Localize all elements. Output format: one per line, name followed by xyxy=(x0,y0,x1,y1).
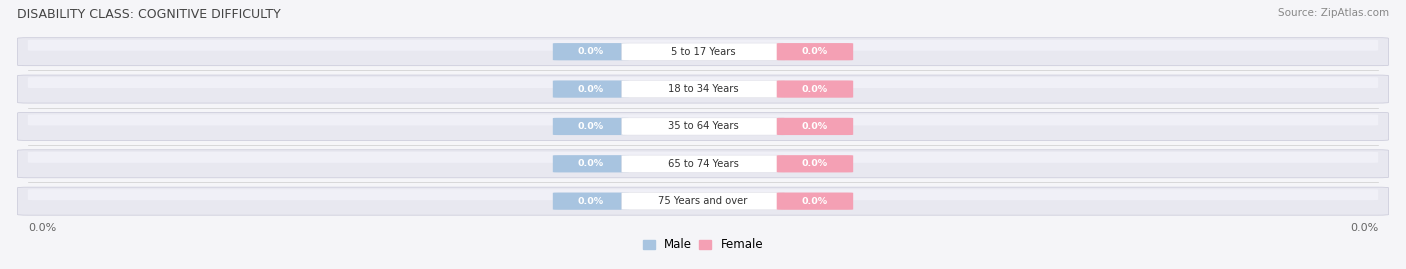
Text: 0.0%: 0.0% xyxy=(801,47,828,56)
FancyBboxPatch shape xyxy=(28,189,1378,200)
FancyBboxPatch shape xyxy=(621,155,785,172)
FancyBboxPatch shape xyxy=(28,152,1378,163)
FancyBboxPatch shape xyxy=(621,43,785,60)
FancyBboxPatch shape xyxy=(553,80,630,98)
Text: 0.0%: 0.0% xyxy=(801,197,828,206)
Text: 0.0%: 0.0% xyxy=(578,47,605,56)
Legend: Male, Female: Male, Female xyxy=(638,234,768,256)
FancyBboxPatch shape xyxy=(776,118,853,135)
Text: 0.0%: 0.0% xyxy=(578,84,605,94)
Text: 0.0%: 0.0% xyxy=(801,122,828,131)
FancyBboxPatch shape xyxy=(553,155,630,172)
Text: 0.0%: 0.0% xyxy=(578,122,605,131)
FancyBboxPatch shape xyxy=(17,38,1389,66)
Text: 18 to 34 Years: 18 to 34 Years xyxy=(668,84,738,94)
FancyBboxPatch shape xyxy=(17,187,1389,215)
Text: 0.0%: 0.0% xyxy=(1350,223,1378,233)
FancyBboxPatch shape xyxy=(553,43,630,60)
Text: 35 to 64 Years: 35 to 64 Years xyxy=(668,121,738,132)
Text: 0.0%: 0.0% xyxy=(578,159,605,168)
FancyBboxPatch shape xyxy=(28,77,1378,88)
FancyBboxPatch shape xyxy=(776,43,853,60)
FancyBboxPatch shape xyxy=(621,193,785,210)
FancyBboxPatch shape xyxy=(17,75,1389,103)
FancyBboxPatch shape xyxy=(553,193,630,210)
Text: 0.0%: 0.0% xyxy=(578,197,605,206)
Text: 0.0%: 0.0% xyxy=(28,223,56,233)
Text: 0.0%: 0.0% xyxy=(801,159,828,168)
Text: Source: ZipAtlas.com: Source: ZipAtlas.com xyxy=(1278,8,1389,18)
FancyBboxPatch shape xyxy=(621,118,785,135)
FancyBboxPatch shape xyxy=(28,115,1378,125)
FancyBboxPatch shape xyxy=(776,155,853,172)
Text: DISABILITY CLASS: COGNITIVE DIFFICULTY: DISABILITY CLASS: COGNITIVE DIFFICULTY xyxy=(17,8,281,21)
Text: 65 to 74 Years: 65 to 74 Years xyxy=(668,159,738,169)
Text: 75 Years and over: 75 Years and over xyxy=(658,196,748,206)
FancyBboxPatch shape xyxy=(553,118,630,135)
FancyBboxPatch shape xyxy=(621,80,785,98)
FancyBboxPatch shape xyxy=(776,193,853,210)
FancyBboxPatch shape xyxy=(17,150,1389,178)
FancyBboxPatch shape xyxy=(28,40,1378,51)
Text: 5 to 17 Years: 5 to 17 Years xyxy=(671,47,735,57)
Text: 0.0%: 0.0% xyxy=(801,84,828,94)
FancyBboxPatch shape xyxy=(17,112,1389,140)
FancyBboxPatch shape xyxy=(776,80,853,98)
